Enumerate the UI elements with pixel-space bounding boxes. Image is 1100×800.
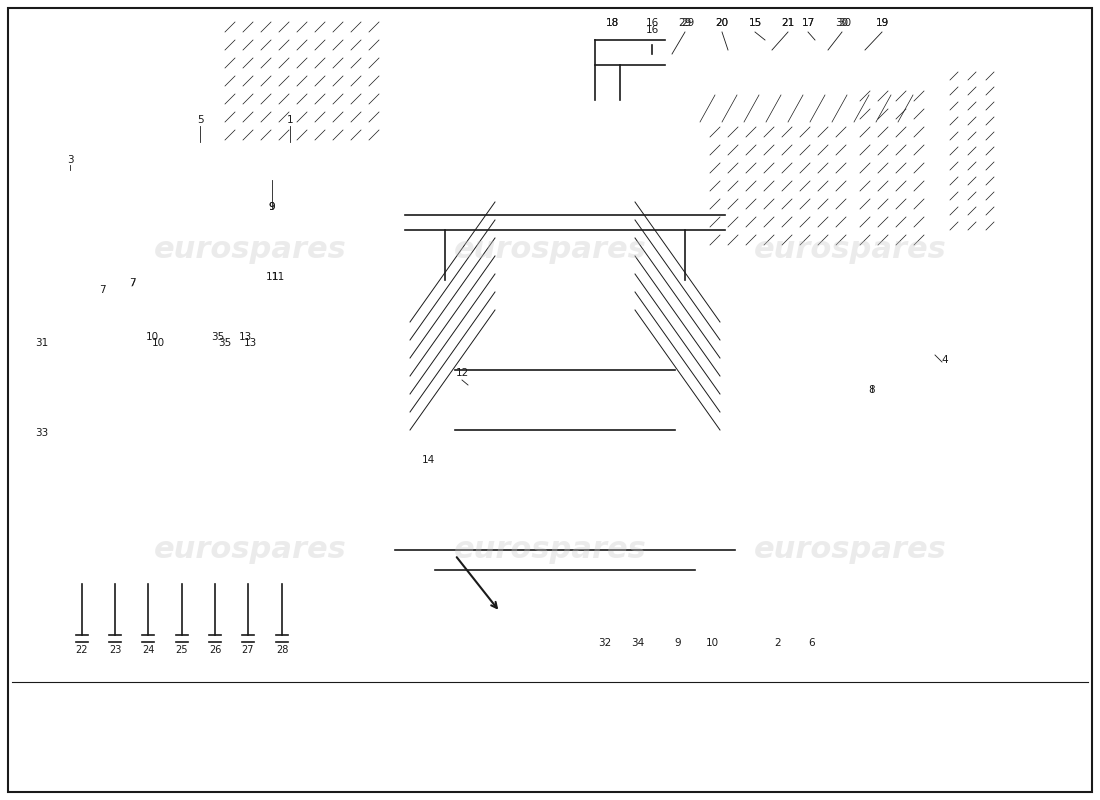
Text: 8: 8 bbox=[869, 385, 876, 395]
Text: 21: 21 bbox=[781, 18, 794, 28]
Text: eurospares: eurospares bbox=[754, 535, 946, 565]
Text: 20: 20 bbox=[715, 18, 728, 28]
Bar bbox=[405, 230, 725, 550]
Text: 4: 4 bbox=[942, 355, 948, 365]
Bar bbox=[695, 224, 840, 252]
Text: eurospares: eurospares bbox=[754, 235, 946, 265]
Text: 14: 14 bbox=[421, 455, 434, 465]
Text: 21: 21 bbox=[781, 18, 794, 28]
Text: 9: 9 bbox=[268, 202, 275, 212]
Text: 13: 13 bbox=[239, 332, 252, 342]
Text: 29: 29 bbox=[681, 18, 694, 28]
Bar bbox=[666, 425, 688, 580]
Text: 2: 2 bbox=[774, 638, 781, 648]
Text: 18: 18 bbox=[605, 18, 618, 28]
Bar bbox=[400, 280, 450, 500]
Bar bbox=[255, 180, 290, 205]
Text: eurospares: eurospares bbox=[453, 535, 647, 565]
Text: eurospares: eurospares bbox=[154, 535, 346, 565]
Text: 19: 19 bbox=[876, 18, 889, 28]
Bar bbox=[155, 210, 330, 245]
Bar bbox=[122, 236, 154, 258]
Text: 5: 5 bbox=[197, 115, 204, 125]
Text: 7: 7 bbox=[129, 278, 135, 288]
Text: 11: 11 bbox=[272, 272, 285, 282]
Text: 15: 15 bbox=[748, 18, 761, 28]
Bar bbox=[758, 40, 776, 95]
Text: 12: 12 bbox=[455, 368, 469, 378]
Text: 15: 15 bbox=[748, 18, 761, 28]
Text: 30: 30 bbox=[835, 18, 848, 28]
Bar bbox=[874, 70, 929, 125]
Bar bbox=[145, 310, 177, 338]
Text: 10: 10 bbox=[705, 638, 718, 648]
Text: 1: 1 bbox=[287, 115, 294, 125]
Text: 9: 9 bbox=[674, 638, 681, 648]
Text: 13: 13 bbox=[243, 338, 256, 348]
Text: 10: 10 bbox=[152, 338, 165, 348]
Text: 34: 34 bbox=[631, 638, 645, 648]
Text: 24: 24 bbox=[142, 645, 154, 655]
Bar bbox=[55, 323, 90, 408]
Text: eurospares: eurospares bbox=[154, 235, 346, 265]
Text: 9: 9 bbox=[268, 202, 275, 212]
Text: 18: 18 bbox=[605, 18, 618, 28]
Text: 30: 30 bbox=[838, 18, 851, 28]
Text: 17: 17 bbox=[802, 18, 815, 28]
Bar bbox=[680, 280, 730, 500]
Bar bbox=[695, 87, 930, 125]
Bar bbox=[945, 150, 996, 235]
Text: 35: 35 bbox=[219, 338, 232, 348]
Bar bbox=[645, 54, 690, 72]
Text: 35: 35 bbox=[211, 332, 224, 342]
Bar bbox=[808, 40, 826, 95]
Text: 23: 23 bbox=[109, 645, 121, 655]
Text: eurospares: eurospares bbox=[453, 235, 647, 265]
Text: 3: 3 bbox=[67, 155, 74, 165]
Text: 28: 28 bbox=[276, 645, 288, 655]
Text: 11: 11 bbox=[265, 272, 278, 282]
Bar bbox=[945, 110, 996, 148]
Bar bbox=[715, 50, 757, 72]
Text: 16: 16 bbox=[646, 25, 659, 35]
Text: 29: 29 bbox=[679, 18, 692, 28]
Bar bbox=[208, 310, 240, 338]
Text: 10: 10 bbox=[145, 332, 158, 342]
Text: 22: 22 bbox=[76, 645, 88, 655]
Text: 32: 32 bbox=[598, 638, 612, 648]
Text: 20: 20 bbox=[715, 18, 728, 28]
Bar bbox=[700, 405, 722, 580]
Text: 7: 7 bbox=[99, 285, 106, 295]
Bar bbox=[116, 142, 336, 170]
Text: 25: 25 bbox=[176, 645, 188, 655]
Text: 26: 26 bbox=[209, 645, 221, 655]
Bar bbox=[55, 416, 90, 458]
Text: 16: 16 bbox=[646, 18, 659, 28]
Text: 33: 33 bbox=[35, 428, 48, 438]
Bar bbox=[628, 480, 650, 580]
Bar bbox=[122, 193, 154, 215]
Text: 6: 6 bbox=[808, 638, 815, 648]
Text: 31: 31 bbox=[35, 338, 48, 348]
Text: 19: 19 bbox=[876, 18, 889, 28]
Text: 17: 17 bbox=[802, 18, 815, 28]
Text: 27: 27 bbox=[242, 645, 254, 655]
Bar bbox=[595, 505, 617, 580]
